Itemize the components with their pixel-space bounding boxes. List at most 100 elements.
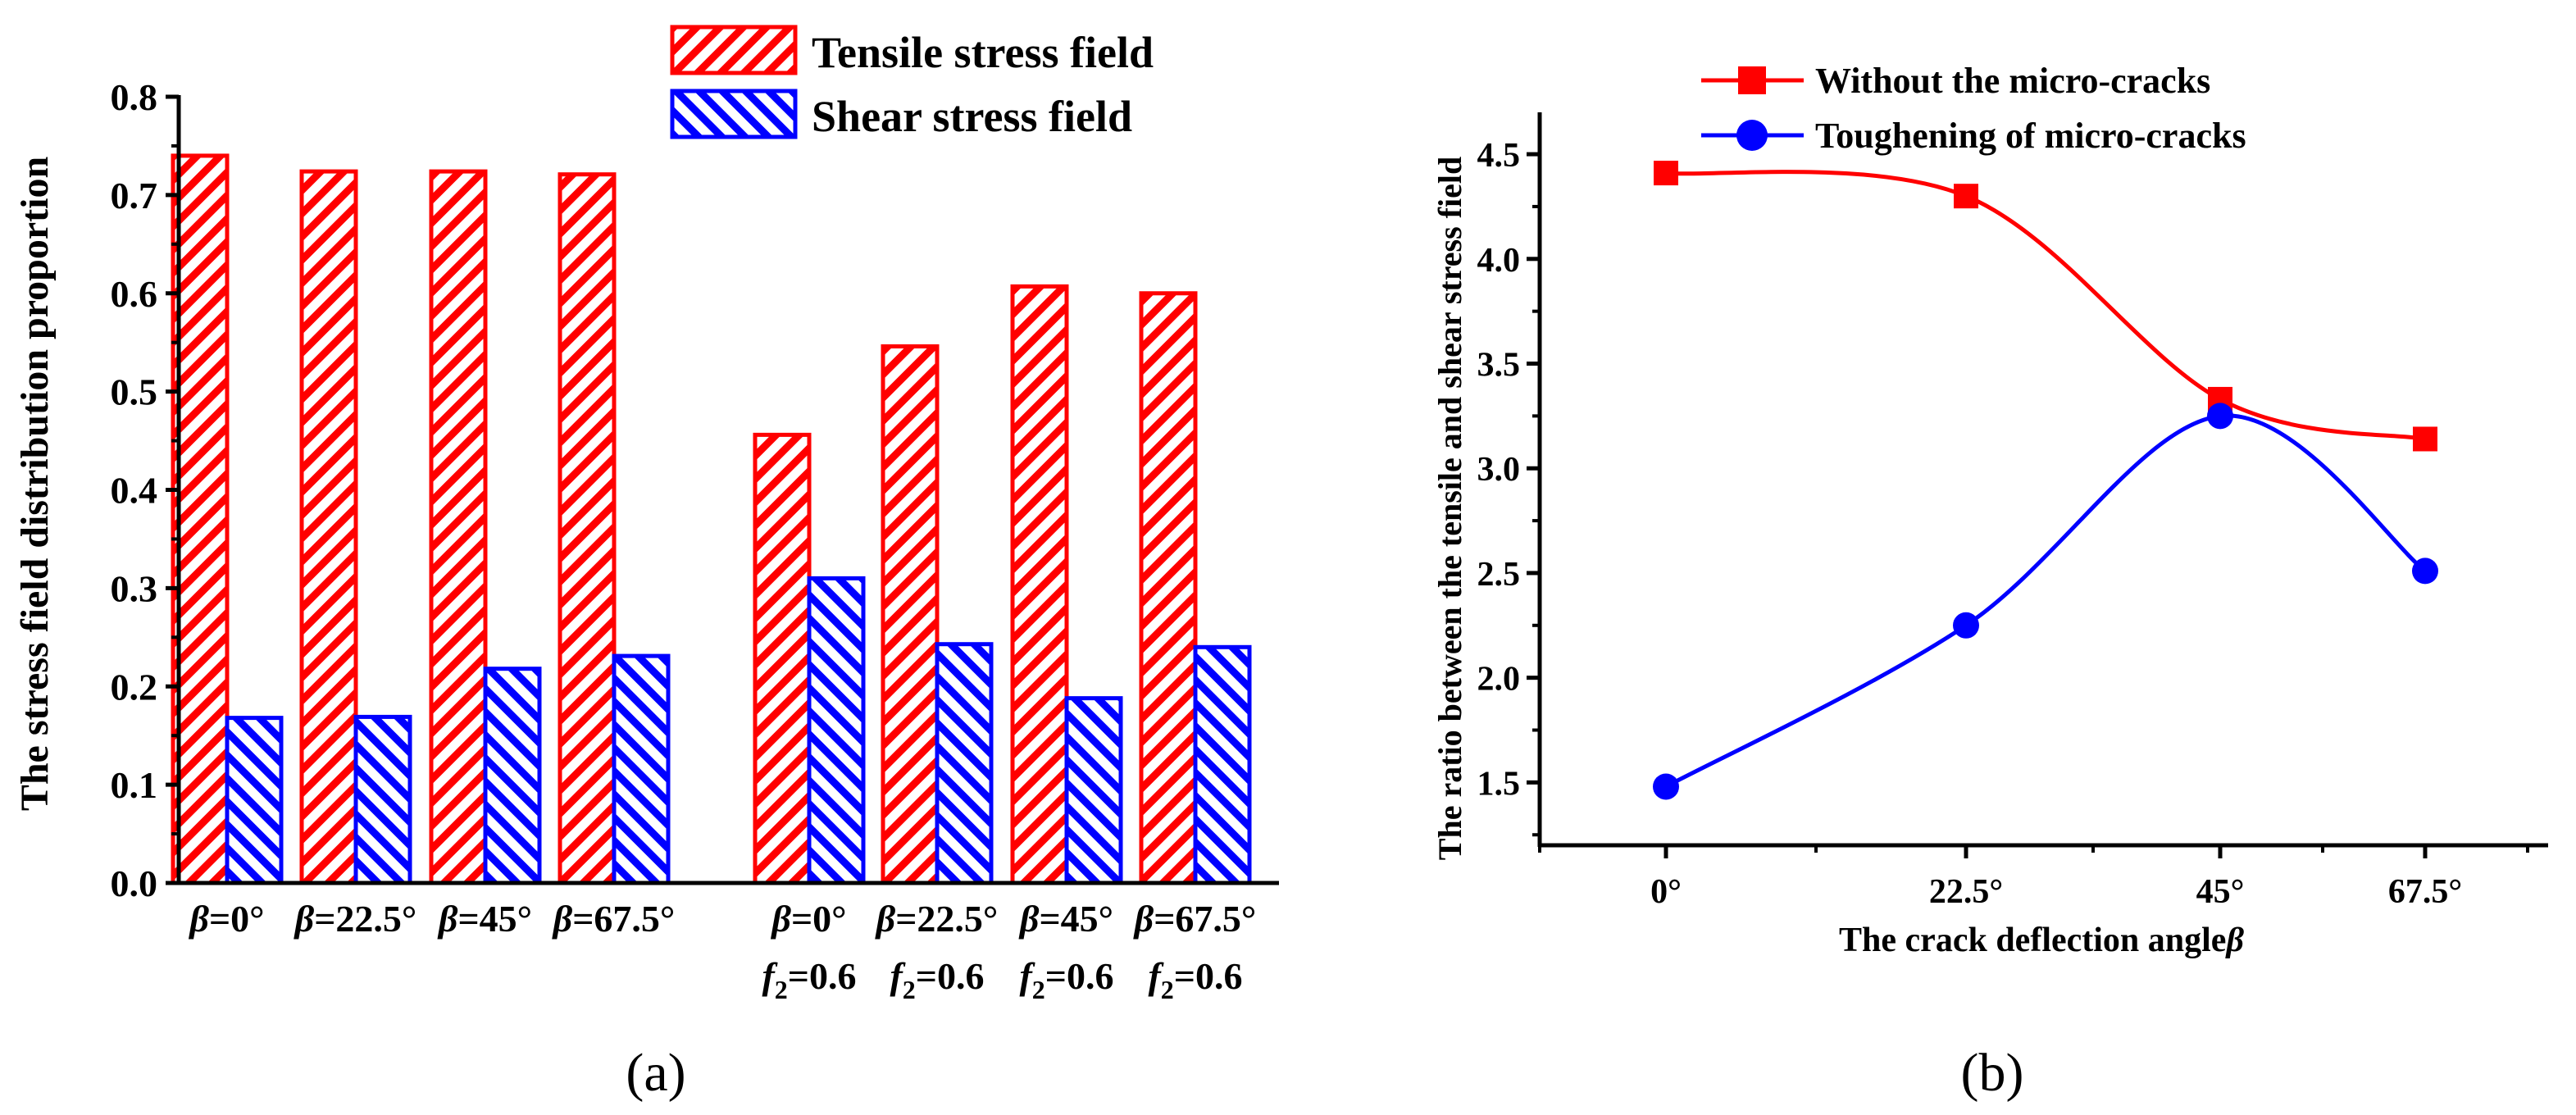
- category-label: β=0°: [188, 898, 264, 940]
- shear-bar: [225, 716, 284, 885]
- shear-bar: [483, 667, 542, 885]
- category-beta: β: [875, 898, 896, 940]
- legend-marker-circle: [1736, 120, 1768, 151]
- legend-marker-square: [1738, 66, 1766, 94]
- y-tick-label: 0.6: [111, 273, 158, 315]
- category-angle: =45°: [1039, 898, 1113, 940]
- legend-swatch-tensile: [670, 25, 798, 75]
- category-fraction-label: f2=0.6: [890, 955, 984, 1004]
- category-label: β=45°: [1018, 898, 1113, 940]
- x-tick-label: 22.5°: [1929, 873, 2003, 911]
- category-label: β=67.5°: [1133, 898, 1257, 940]
- x-tick-label: 0°: [1650, 873, 1682, 911]
- category-f-value: =0.6: [1045, 955, 1114, 997]
- data-point-circle: [2207, 403, 2233, 430]
- category-f: f: [1019, 955, 1035, 997]
- bar-chart-panel: 0.00.10.20.30.40.50.60.70.8 β=0° β=22.5° β…: [13, 25, 1279, 1103]
- category-beta: β: [188, 898, 209, 940]
- data-point-circle: [2412, 558, 2438, 585]
- data-point-square: [2413, 426, 2437, 452]
- shear-bar: [1064, 696, 1123, 885]
- shear-bar: [612, 653, 671, 885]
- category-f-subscript: 2: [1161, 975, 1174, 1004]
- y-axis-label: The ratio between the tensile and shear …: [1431, 157, 1468, 860]
- x-axis-label-text: The crack deflection angle: [1839, 922, 2226, 959]
- category-angle: =22.5°: [895, 898, 998, 940]
- category-f-subscript: 2: [775, 975, 788, 1004]
- category-label: β=45°: [437, 898, 532, 940]
- tensile-bar: [753, 432, 812, 885]
- category-f-subscript: 2: [1032, 975, 1045, 1004]
- data-point-square: [1654, 161, 1678, 186]
- legend: Without the micro-cracks Toughening of m…: [1701, 61, 2246, 156]
- category-f: f: [762, 955, 778, 997]
- x-tick-labels: 0° 22.5° 45° 67.5°: [1650, 873, 2462, 911]
- y-tick-label: 4.0: [1477, 242, 1521, 280]
- data-point-circle: [1653, 773, 1679, 800]
- data-point-circle: [1953, 612, 1979, 639]
- category-angle: =0°: [209, 898, 265, 940]
- y-tick-label: 0.1: [111, 764, 158, 806]
- panel-a-caption: (a): [626, 1043, 685, 1103]
- shear-bar: [1193, 644, 1252, 885]
- tensile-bar: [299, 169, 358, 885]
- legend-label-shear: Shear stress field: [812, 92, 1132, 141]
- x-category-labels: β=0° β=22.5° β=45° β=67.5° β=0°f2=0.6β=22.5°…: [188, 898, 1256, 1004]
- y-tick-labels: 1.5 2.0 2.5 3.0 3.5 4.0 4.5: [1477, 137, 1521, 803]
- category-angle: =67.5°: [572, 898, 675, 940]
- category-beta: β: [437, 898, 458, 940]
- x-axis-label-beta: β: [2224, 922, 2244, 959]
- data-point-square: [1954, 184, 1978, 209]
- y-tick-label: 3.0: [1477, 451, 1521, 489]
- legend-swatch-shear: [670, 89, 798, 139]
- y-tick-label: 2.0: [1477, 661, 1521, 699]
- x-tick-label: 67.5°: [2388, 873, 2462, 911]
- y-tick-label: 3.5: [1477, 347, 1521, 385]
- tensile-bar: [171, 153, 230, 885]
- legend: Tensile stress field Shear stress field: [670, 25, 1154, 141]
- y-tick-label: 0.5: [111, 371, 158, 413]
- x-tick-label: 45°: [2196, 873, 2245, 911]
- category-beta: β: [294, 898, 315, 940]
- tensile-bar: [1139, 291, 1198, 885]
- category-angle: =22.5°: [314, 898, 416, 940]
- category-f-value: =0.6: [916, 955, 985, 997]
- series-line-without: [1665, 170, 2426, 441]
- y-tick-label: 0.0: [111, 862, 158, 904]
- category-f: f: [890, 955, 906, 997]
- y-tick-label: 0.3: [111, 567, 158, 609]
- panel-b-caption: (b): [1961, 1043, 2024, 1103]
- y-tick-label: 0.2: [111, 666, 158, 708]
- y-axis: [166, 94, 1279, 885]
- category-f-subscript: 2: [903, 975, 916, 1004]
- series-line-toughening: [1664, 413, 2427, 789]
- tensile-bar: [429, 169, 488, 885]
- category-fraction-label: f2=0.6: [762, 955, 856, 1004]
- category-beta: β: [770, 898, 791, 940]
- category-label: β=22.5°: [875, 898, 999, 940]
- category-label: β=22.5°: [294, 898, 417, 940]
- category-beta: β: [552, 898, 573, 940]
- legend-label-tensile: Tensile stress field: [812, 28, 1154, 77]
- y-tick-label: 0.8: [111, 76, 158, 118]
- y-tick-label: 2.5: [1477, 556, 1521, 594]
- y-axis-label: The stress field distribution proportion: [13, 157, 57, 811]
- legend-label-without: Without the micro-cracks: [1815, 61, 2210, 101]
- shear-bar: [935, 642, 994, 885]
- bar-group: [171, 153, 1252, 885]
- category-label: β=0°: [770, 898, 846, 940]
- category-f: f: [1148, 955, 1164, 997]
- legend-label-toughening: Toughening of micro-cracks: [1815, 116, 2246, 156]
- series-markers: [1653, 161, 2438, 800]
- x-axis-label: The crack deflection angleβ: [1839, 922, 2244, 959]
- y-tick-labels: 0.0 0.1 0.2 0.3 0.4 0.5 0.6 0.7 0.8: [111, 76, 158, 904]
- category-fraction-label: f2=0.6: [1148, 955, 1242, 1004]
- tensile-bar: [558, 172, 617, 885]
- category-f-value: =0.6: [1174, 955, 1243, 997]
- category-angle: =67.5°: [1154, 898, 1256, 940]
- category-fraction-label: f2=0.6: [1019, 955, 1113, 1004]
- category-angle: =45°: [457, 898, 532, 940]
- shear-bar: [807, 576, 866, 885]
- tensile-bar: [1010, 284, 1069, 885]
- series-lines: [1664, 170, 2427, 789]
